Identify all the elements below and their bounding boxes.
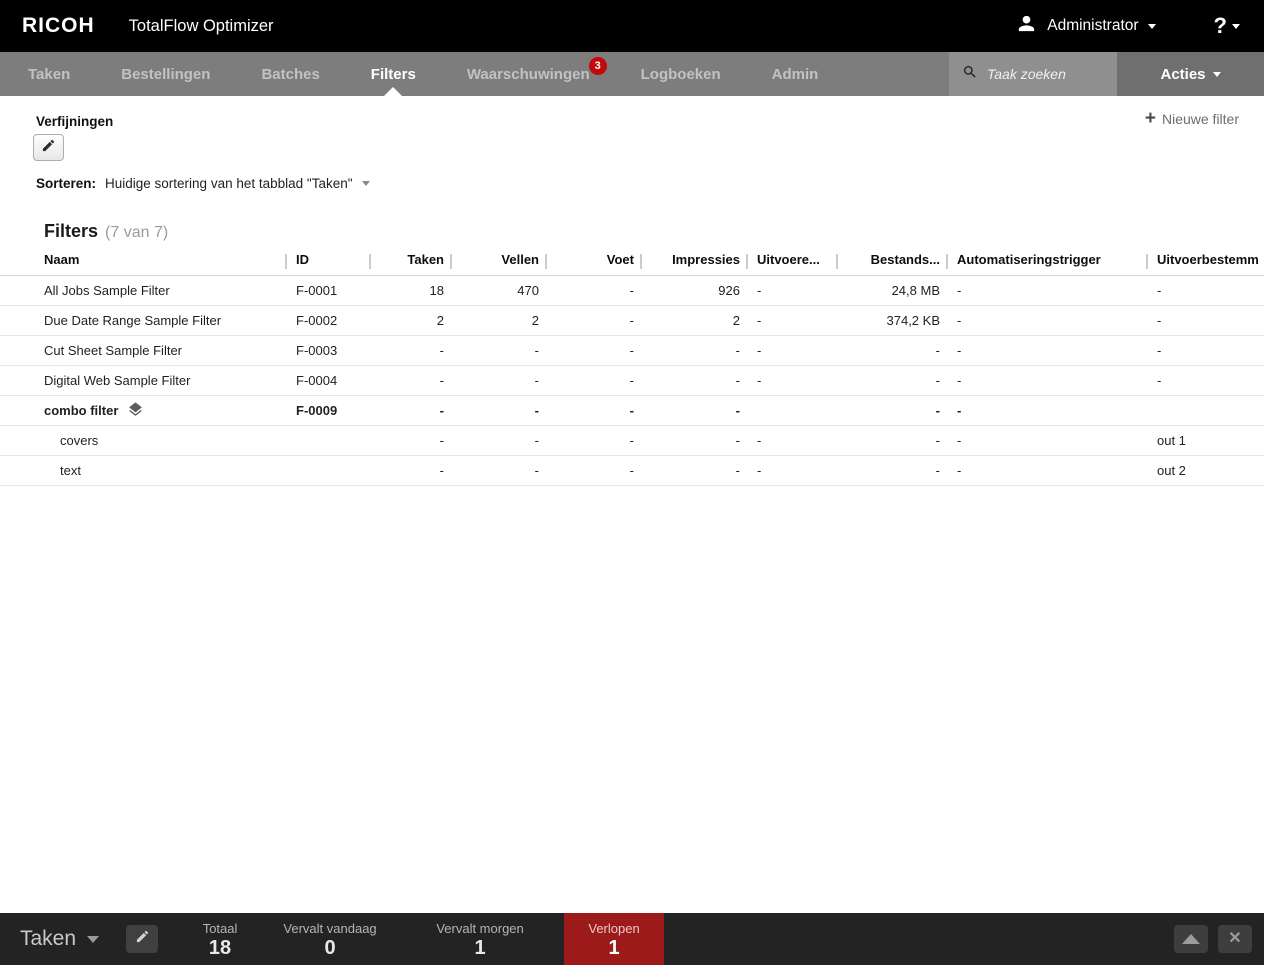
chevron-down-icon: [87, 935, 100, 943]
column-header-voet[interactable]: Voet: [547, 252, 642, 276]
user-menu[interactable]: Administrator: [1015, 12, 1156, 40]
scope-selector[interactable]: Taken: [20, 913, 100, 965]
column-header-uitvoerbestemming[interactable]: Uitvoerbestemm: [1157, 252, 1259, 267]
actions-menu-button[interactable]: Acties: [1117, 52, 1264, 96]
user-name: Administrator: [1047, 17, 1139, 34]
stat-totaal[interactable]: Totaal 18: [202, 921, 238, 959]
table-row[interactable]: Cut Sheet Sample Filter F-0003 - - - - -…: [0, 336, 1264, 366]
ricoh-logo: RICOH: [22, 14, 95, 37]
stat-verlopen[interactable]: Verlopen 1: [564, 913, 665, 965]
chevron-down-icon: [1147, 23, 1156, 29]
column-header-taken[interactable]: Taken: [371, 252, 452, 276]
search-icon: [962, 64, 978, 85]
column-header-uitvoere[interactable]: Uitvoere...: [748, 252, 838, 276]
user-icon: [1015, 12, 1038, 40]
column-header-naam[interactable]: Naam: [0, 252, 287, 276]
alerts-count-badge: 3: [588, 57, 607, 75]
chevron-down-icon: [1212, 71, 1221, 77]
sort-label: Sorteren:: [36, 176, 97, 191]
search-input[interactable]: [987, 66, 1107, 82]
close-icon: ✕: [1228, 930, 1242, 947]
page-title: Filters: [44, 221, 99, 241]
column-header-vellen[interactable]: Vellen: [452, 252, 547, 276]
status-bar: Taken Totaal 18 Vervalt vandaag 0 Verval…: [0, 913, 1264, 965]
tab-logboeken[interactable]: Logboeken: [640, 65, 721, 83]
help-icon: ?: [1213, 13, 1227, 38]
plus-icon: +: [1144, 108, 1156, 129]
sort-control: Sorteren: Huidige sortering van het tabb…: [36, 176, 370, 191]
filters-table: Naam ID Taken Vellen Voet Impressies Uit…: [0, 252, 1264, 486]
nav-bar: Taken Bestellingen Batches Filters Waars…: [0, 52, 1264, 96]
filters-count: (7 van 7): [105, 224, 169, 241]
column-header-bestands[interactable]: Bestands...: [838, 252, 948, 276]
collapse-panel-button[interactable]: [1174, 925, 1208, 953]
tab-bestellingen[interactable]: Bestellingen: [121, 65, 211, 83]
close-panel-button[interactable]: ✕: [1218, 925, 1252, 953]
table-row[interactable]: Digital Web Sample Filter F-0004 - - - -…: [0, 366, 1264, 396]
top-bar: RICOH TotalFlow Optimizer Administrator …: [0, 0, 1264, 52]
app-title: TotalFlow Optimizer: [128, 16, 274, 35]
main-content: Verfijningen Sorteren: Huidige sortering…: [0, 96, 1264, 913]
tab-batches[interactable]: Batches: [261, 65, 320, 83]
table-row[interactable]: All Jobs Sample Filter F-0001 18 470 - 9…: [0, 276, 1264, 306]
chevron-down-icon[interactable]: [361, 181, 370, 186]
tab-filters[interactable]: Filters: [371, 52, 416, 96]
sort-value-dropdown[interactable]: Huidige sortering van het tabblad "Taken…: [105, 176, 353, 191]
nav-tabs: Taken Bestellingen Batches Filters Waars…: [0, 52, 818, 96]
chevron-down-icon: [1232, 23, 1240, 29]
triangle-up-icon: [1182, 934, 1200, 944]
panel-controls: ✕: [1174, 913, 1252, 965]
pencil-icon: [41, 138, 56, 158]
edit-scope-button[interactable]: [126, 925, 159, 953]
table-row-child[interactable]: covers - - - - - - - out 1: [0, 426, 1264, 456]
new-filter-button[interactable]: + Nieuwe filter: [1144, 108, 1239, 129]
tab-taken[interactable]: Taken: [28, 65, 71, 83]
table-header-row: Naam ID Taken Vellen Voet Impressies Uit…: [0, 252, 1264, 276]
refinements-title: Verfijningen: [36, 114, 114, 129]
layers-icon: [127, 401, 144, 421]
table-row[interactable]: Due Date Range Sample Filter F-0002 2 2 …: [0, 306, 1264, 336]
column-header-impressies[interactable]: Impressies: [642, 252, 748, 276]
tab-admin[interactable]: Admin: [771, 65, 819, 83]
table-row-child[interactable]: text - - - - - - - out 2: [0, 456, 1264, 486]
column-header-automatiseringstrigger[interactable]: Automatiseringstrigger: [948, 252, 1148, 276]
tab-waarschuwingen[interactable]: Waarschuwingen 3: [467, 52, 607, 96]
stat-vervalt-vandaag[interactable]: Vervalt vandaag 0: [283, 921, 377, 959]
job-stats: Totaal 18 Vervalt vandaag 0 Vervalt morg…: [176, 913, 665, 965]
edit-refinements-button[interactable]: [33, 134, 64, 161]
help-menu[interactable]: ?: [1214, 13, 1240, 39]
table-row-combo-filter[interactable]: combo filter F-0009 - - - - - -: [0, 396, 1264, 426]
job-search: [949, 52, 1117, 96]
filters-list-title: Filters (7 van 7): [44, 221, 168, 242]
stat-vervalt-morgen[interactable]: Vervalt morgen 1: [436, 921, 524, 959]
column-header-id[interactable]: ID: [287, 252, 371, 276]
pencil-icon: [135, 929, 150, 949]
